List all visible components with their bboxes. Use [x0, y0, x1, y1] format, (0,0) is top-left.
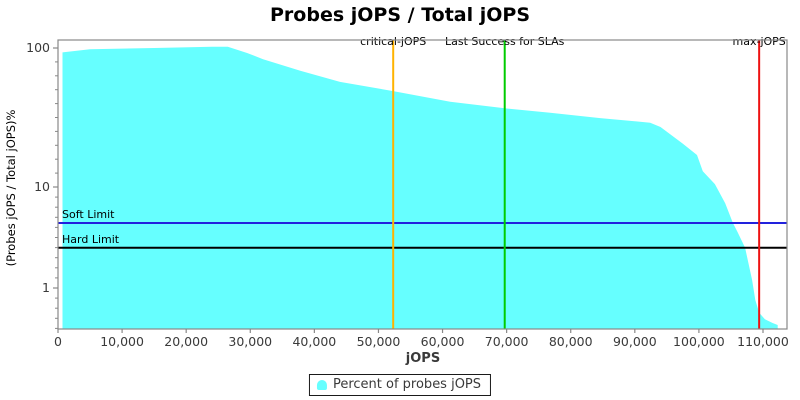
x-tick-label: 90,000	[613, 334, 657, 349]
y-tick-label: 1	[42, 280, 50, 295]
plot-border	[57, 39, 788, 330]
legend-label: Percent of probes jOPS	[332, 377, 482, 392]
legend: Percent of probes jOPS	[308, 374, 492, 396]
chart-title: Probes jOPS / Total jOPS	[270, 4, 530, 26]
y-tick-label: 100	[26, 40, 50, 55]
marker-label-1: Last Success for SLAs	[445, 35, 565, 48]
plot-area: Soft Limit Hard Limit critical-jOPS Last Su…	[26, 35, 789, 349]
x-tick-label: 70,000	[485, 334, 529, 349]
x-tick-label: 110,000	[737, 334, 789, 349]
y-tick-label: 10	[34, 179, 50, 194]
limit-label-0: Soft Limit	[62, 208, 115, 221]
legend-series-swatch-icon	[316, 379, 327, 390]
limit-label-1: Hard Limit	[62, 233, 120, 246]
x-tick-label: 30,000	[228, 334, 272, 349]
x-tick-label: 50,000	[357, 334, 401, 349]
x-tick-label: 60,000	[421, 334, 465, 349]
x-tick-label: 10,000	[100, 334, 144, 349]
x-tick-label: 20,000	[164, 334, 208, 349]
x-tick-label: 0	[54, 334, 62, 349]
x-axis-label: jOPS	[405, 351, 440, 366]
x-tick-label: 100,000	[673, 334, 725, 349]
y-axis-label: (Probes jOPS / Total jOPS)%	[4, 110, 18, 267]
marker-label-2: max-jOPS	[733, 35, 786, 48]
x-tick-label: 80,000	[549, 334, 593, 349]
marker-label-0: critical-jOPS	[360, 35, 426, 48]
x-tick-label: 40,000	[292, 334, 336, 349]
area-series	[62, 46, 778, 330]
